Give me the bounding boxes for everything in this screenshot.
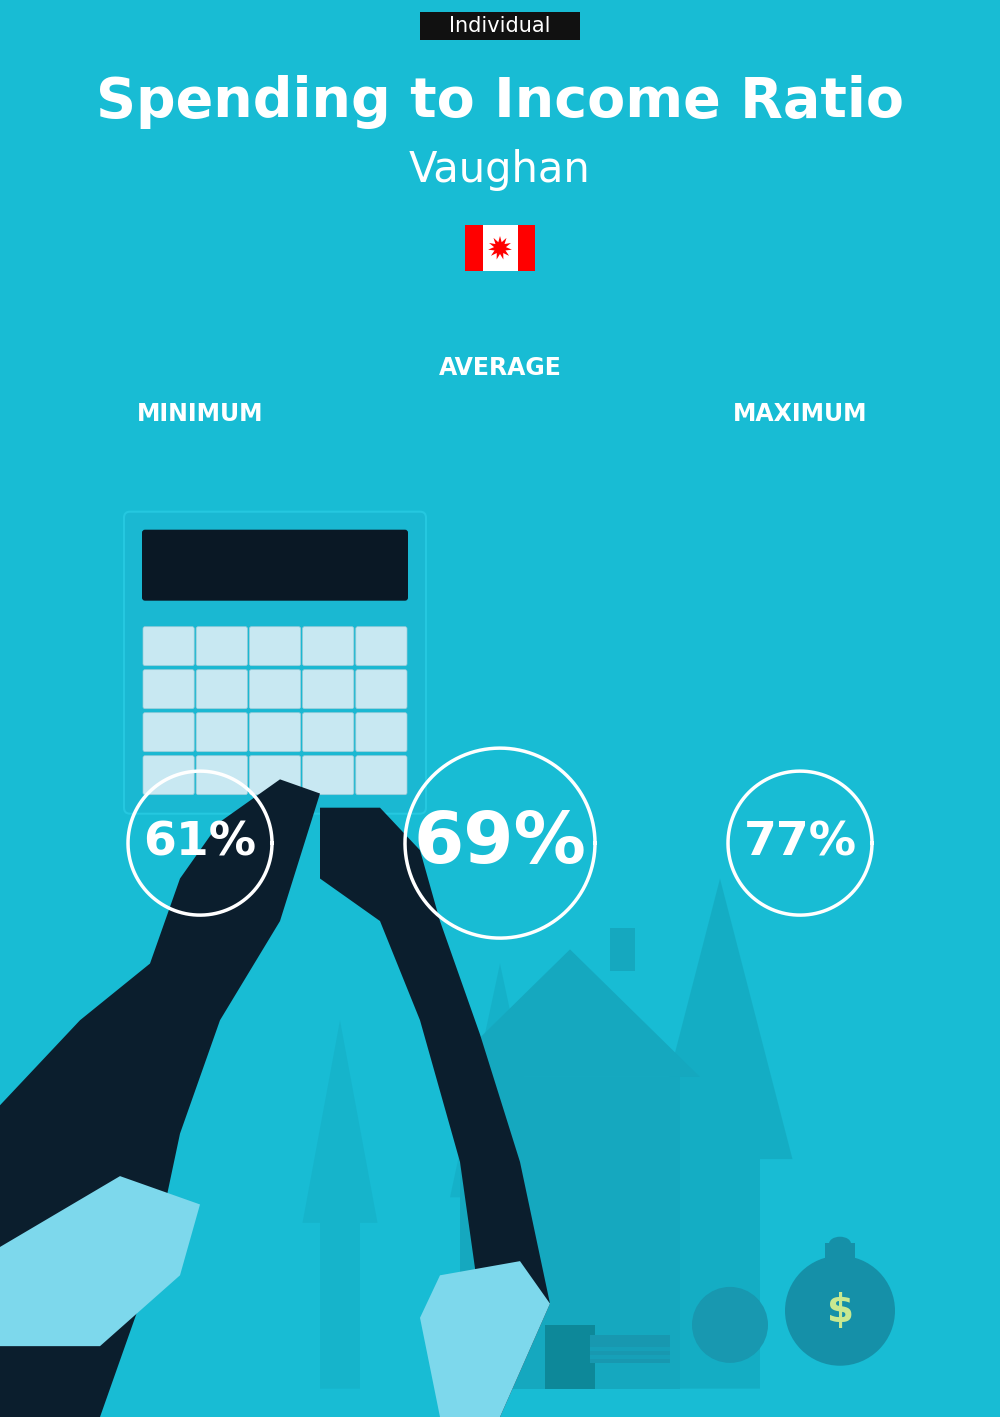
FancyBboxPatch shape	[303, 670, 354, 708]
FancyBboxPatch shape	[249, 755, 301, 795]
Circle shape	[785, 1255, 895, 1366]
Text: Vaughan: Vaughan	[409, 149, 591, 191]
Polygon shape	[420, 1261, 550, 1417]
FancyBboxPatch shape	[196, 713, 247, 751]
Bar	[590, 1335, 670, 1348]
FancyBboxPatch shape	[143, 755, 194, 795]
FancyBboxPatch shape	[196, 626, 247, 666]
Bar	[590, 1339, 670, 1352]
Polygon shape	[0, 1176, 200, 1346]
Bar	[590, 1352, 670, 1363]
Text: Spending to Income Ratio: Spending to Income Ratio	[96, 75, 904, 129]
FancyBboxPatch shape	[420, 11, 580, 40]
Text: AVERAGE: AVERAGE	[439, 357, 561, 380]
FancyBboxPatch shape	[196, 670, 247, 708]
Text: Individual: Individual	[449, 16, 551, 35]
FancyBboxPatch shape	[143, 713, 194, 751]
Polygon shape	[648, 879, 792, 1389]
Bar	[545, 1325, 595, 1389]
FancyBboxPatch shape	[143, 670, 194, 708]
FancyBboxPatch shape	[142, 530, 408, 601]
FancyBboxPatch shape	[196, 755, 247, 795]
Text: 77%: 77%	[743, 820, 857, 866]
Polygon shape	[450, 964, 550, 1389]
FancyBboxPatch shape	[249, 626, 301, 666]
Bar	[590, 1343, 670, 1355]
Ellipse shape	[829, 1237, 851, 1251]
FancyBboxPatch shape	[249, 713, 301, 751]
Polygon shape	[0, 779, 320, 1417]
FancyBboxPatch shape	[303, 755, 354, 795]
Bar	[590, 1348, 670, 1359]
FancyBboxPatch shape	[356, 713, 407, 751]
Polygon shape	[302, 1020, 378, 1389]
FancyBboxPatch shape	[303, 626, 354, 666]
Polygon shape	[440, 949, 700, 1077]
Text: $: $	[826, 1292, 854, 1329]
Bar	[465, 225, 482, 271]
FancyBboxPatch shape	[356, 626, 407, 666]
Bar	[518, 225, 535, 271]
Polygon shape	[320, 808, 550, 1417]
FancyBboxPatch shape	[249, 670, 301, 708]
Bar	[465, 225, 535, 271]
Text: 61%: 61%	[143, 820, 257, 866]
Text: 69%: 69%	[414, 809, 586, 877]
Bar	[610, 928, 635, 971]
Polygon shape	[488, 237, 512, 259]
FancyBboxPatch shape	[303, 713, 354, 751]
FancyBboxPatch shape	[356, 670, 407, 708]
Circle shape	[692, 1287, 768, 1363]
FancyBboxPatch shape	[143, 626, 194, 666]
FancyBboxPatch shape	[124, 512, 426, 813]
Bar	[825, 1243, 855, 1261]
Text: MAXIMUM: MAXIMUM	[733, 402, 867, 425]
Text: MINIMUM: MINIMUM	[137, 402, 263, 425]
Bar	[460, 1077, 680, 1389]
FancyBboxPatch shape	[356, 755, 407, 795]
